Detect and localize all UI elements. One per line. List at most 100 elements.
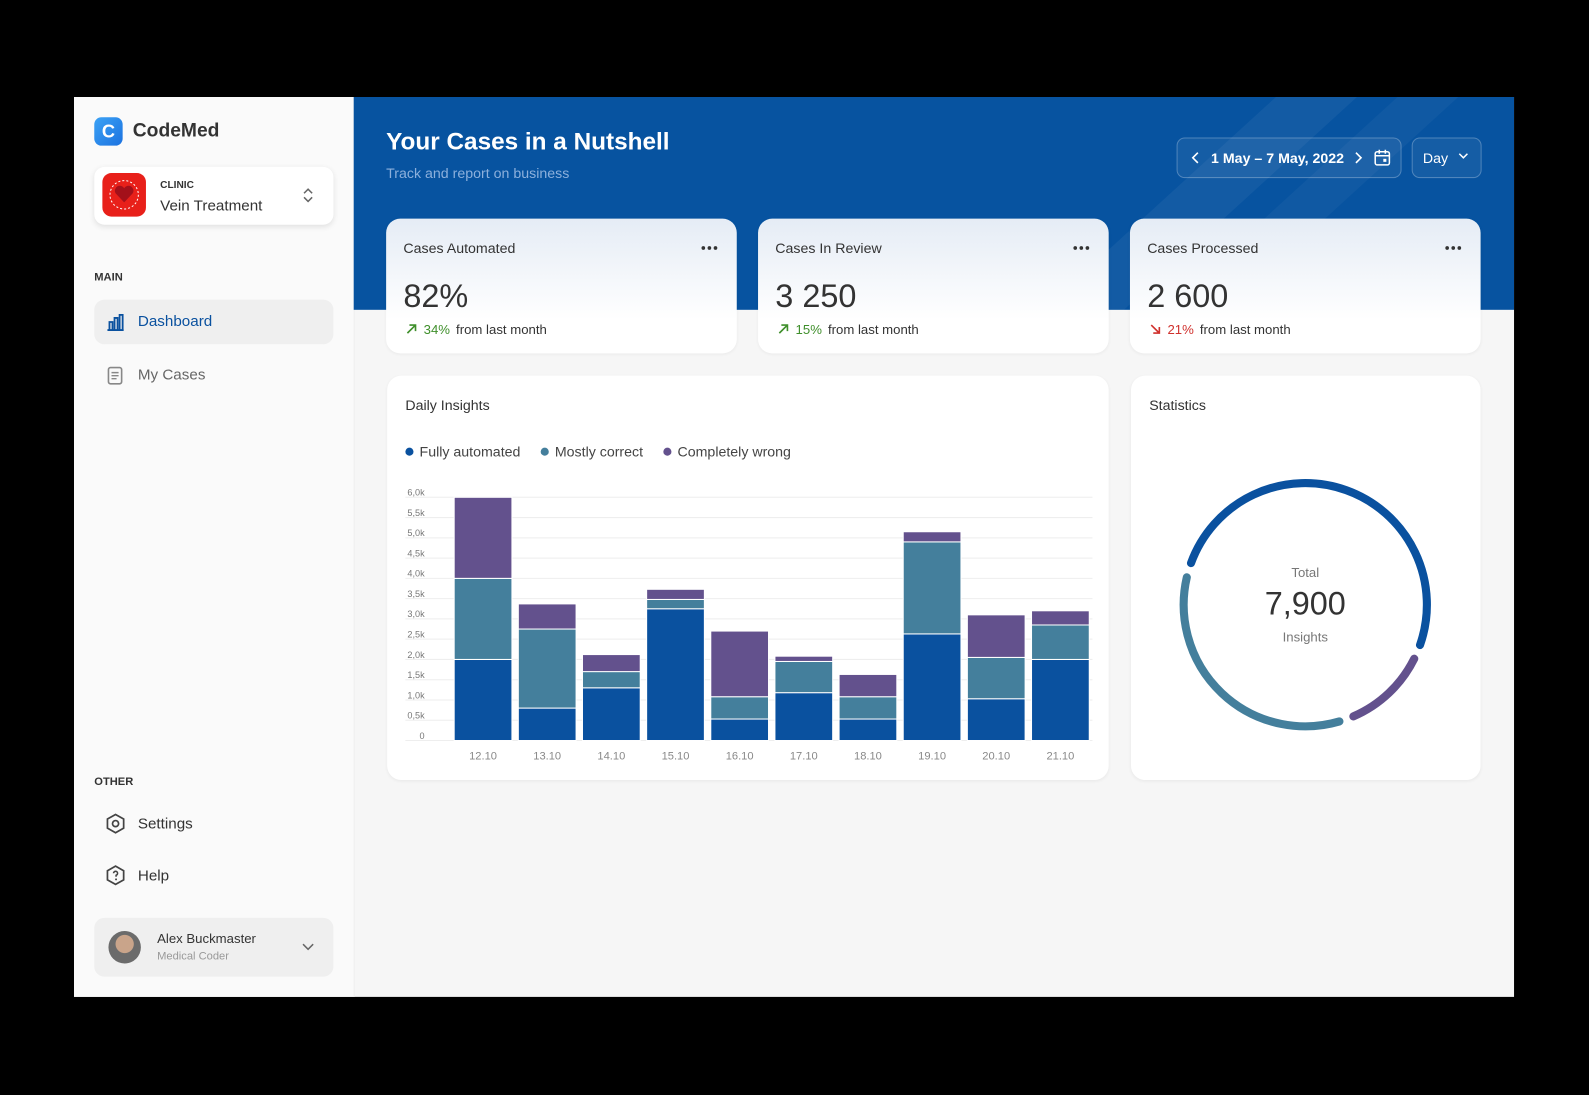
chart-card: Daily Insights Fully automated Mostly cor… (387, 375, 1109, 781)
total-label: Total (1291, 565, 1319, 580)
bar-segment (710, 696, 770, 720)
donut-chart: Statistics Total 7,900 Insights (1149, 398, 1431, 731)
bar-segment (646, 598, 705, 610)
total-unit: Insights (1283, 630, 1329, 645)
arrow (778, 324, 789, 334)
help-icon (106, 865, 125, 886)
brand: CodeMed (132, 120, 220, 142)
bar-segment (774, 655, 834, 662)
section-label: OTHER (94, 775, 134, 789)
nav-item[interactable]: My Cases (137, 366, 206, 384)
bar-segment (838, 696, 898, 720)
bar-segment (517, 603, 577, 630)
nav-item[interactable]: Dashboard (137, 312, 213, 331)
y-tick-label: 3,0k (407, 609, 425, 619)
trend-icon (778, 324, 789, 334)
y-tick-label: 6,0k (407, 488, 425, 498)
x-tick-label: 16.10 (726, 751, 754, 763)
bar-segment (1031, 624, 1090, 660)
kpi-title: Cases Automated (403, 239, 516, 257)
dot (1079, 246, 1084, 250)
kpi-title: Cases Processed (1147, 239, 1259, 257)
y-tick-label: 3,5k (407, 589, 425, 599)
period: Day (1422, 149, 1449, 166)
bar-segment (581, 654, 641, 673)
bar-segment (581, 671, 641, 689)
x-tick-label: 18.10 (854, 751, 882, 763)
chart-title: Daily Insights (405, 398, 489, 414)
period-select[interactable]: Day (1411, 137, 1482, 179)
date-picker[interactable]: 1 May – 7 May, 2022 (1176, 137, 1402, 179)
sidebar: C CodeMed CLINIC Vein Treatment MAIN Das… (74, 97, 355, 997)
legend-label: Completely wrong (678, 444, 791, 460)
bar-segment (581, 687, 641, 742)
nav-item[interactable]: Help (137, 867, 170, 885)
legend-label: Mostly correct (555, 444, 643, 460)
dot (1457, 246, 1462, 250)
bar-segment (902, 541, 962, 635)
y-tick-label: 5,5k (407, 508, 425, 518)
bar-chart: Daily Insights Fully automated Mostly cor… (405, 398, 1093, 763)
kpi-change: 34% (423, 321, 451, 338)
y-tick-label: 1,0k (407, 690, 425, 700)
calendar-icon[interactable] (1373, 149, 1391, 167)
more-icon[interactable] (700, 245, 718, 251)
prev-icon[interactable] (1190, 151, 1202, 165)
dashboard-icon (107, 313, 124, 331)
user-card[interactable]: Alex Buckmaster Medical Coder (94, 917, 334, 977)
donut-segment (1186, 479, 1431, 650)
bar-segment (1031, 658, 1090, 742)
bar-segment (838, 673, 898, 698)
total-value: 7,900 (1265, 585, 1346, 621)
bar-segment (646, 608, 705, 742)
updown-icon (303, 188, 313, 203)
donut-segment (1179, 573, 1344, 731)
y-tick-label: 4,5k (407, 548, 425, 558)
bar-segment (966, 614, 1026, 658)
dot (701, 246, 706, 250)
kpi-value: 82% (403, 277, 469, 314)
logo: C (94, 117, 123, 146)
x-tick-label: 20.10 (982, 751, 1010, 763)
kpi-change: 21% (1167, 321, 1194, 338)
kpi-change-text: from last month (827, 321, 919, 338)
user-role: Medical Coder (157, 950, 229, 963)
kpi-change-text: from last month (456, 321, 547, 338)
dot (713, 246, 718, 250)
y-tick-label: 2,0k (407, 650, 425, 660)
donut-segment (1349, 654, 1419, 721)
chevron-icon (1458, 153, 1468, 159)
nav-active[interactable] (94, 299, 334, 345)
dot (1445, 246, 1449, 250)
bar-segment (710, 718, 770, 742)
x-tick-label: 19.10 (918, 751, 946, 763)
bar-segment (517, 628, 577, 709)
more-icon[interactable] (1444, 245, 1462, 251)
y-tick-label: 0 (420, 731, 425, 741)
bar-segment (966, 656, 1026, 700)
bar-segment (902, 531, 962, 543)
clinic-icon-art (109, 180, 139, 210)
kpi-card: Cases Processed 2 600 21% from last month (1129, 218, 1481, 354)
cases-icon (107, 366, 123, 385)
arrow (406, 324, 417, 334)
bar-segment (838, 718, 898, 742)
bar-segment (517, 707, 577, 742)
date-range: 1 May – 7 May, 2022 (1211, 149, 1345, 166)
bar-segment (453, 577, 513, 660)
chevron-icon (302, 943, 314, 951)
clinic-switcher[interactable]: CLINIC Vein Treatment (94, 166, 334, 225)
y-tick-label: 2,5k (407, 630, 425, 640)
kpi-change: 15% (795, 321, 822, 338)
more-icon[interactable] (1072, 245, 1090, 251)
bar-segment (453, 496, 513, 579)
y-tick-label: 1,5k (407, 670, 425, 680)
nav-item[interactable]: Settings (137, 815, 193, 833)
y-tick-label: 0,5k (407, 711, 425, 721)
legend-dot (663, 447, 672, 456)
next-icon[interactable] (1352, 151, 1364, 165)
kpi-title: Cases In Review (775, 239, 882, 257)
clinic-name: Vein Treatment (160, 197, 263, 215)
arrow (1150, 324, 1161, 334)
